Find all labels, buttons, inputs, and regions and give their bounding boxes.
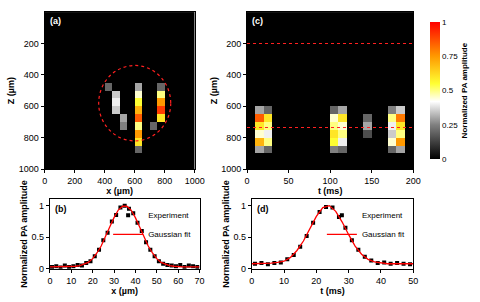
svg-text:800: 800	[226, 133, 241, 143]
svg-text:1: 1	[241, 201, 246, 211]
svg-text:0: 0	[442, 155, 447, 164]
svg-text:200: 200	[67, 176, 82, 186]
svg-text:0: 0	[249, 276, 254, 286]
svg-text:(a): (a)	[50, 16, 61, 26]
svg-text:0.75: 0.75	[442, 52, 458, 61]
svg-text:Z (µm): Z (µm)	[209, 77, 219, 104]
svg-text:1: 1	[442, 18, 447, 27]
svg-text:1: 1	[39, 201, 44, 211]
svg-text:1000: 1000	[19, 164, 39, 174]
svg-text:0.25: 0.25	[442, 121, 458, 130]
svg-text:70: 70	[194, 276, 204, 286]
svg-text:0.5: 0.5	[442, 86, 454, 95]
svg-text:1000: 1000	[221, 164, 241, 174]
svg-text:0: 0	[39, 264, 44, 274]
svg-text:40: 40	[376, 276, 386, 286]
svg-text:400: 400	[226, 70, 241, 80]
svg-text:Normalized PA amplitude: Normalized PA amplitude	[19, 180, 29, 288]
svg-text:x (µm): x (µm)	[106, 186, 133, 196]
svg-text:800: 800	[157, 176, 172, 186]
svg-text:1000: 1000	[185, 176, 205, 186]
svg-text:20: 20	[311, 276, 321, 286]
svg-text:600: 600	[127, 176, 142, 186]
svg-text:Z (µm): Z (µm)	[6, 77, 16, 104]
svg-text:10: 10	[279, 276, 289, 286]
svg-text:400: 400	[24, 70, 39, 80]
svg-text:600: 600	[226, 101, 241, 111]
svg-text:20: 20	[88, 276, 98, 286]
svg-text:(b): (b)	[55, 204, 67, 214]
svg-text:30: 30	[344, 276, 354, 286]
svg-text:0.5: 0.5	[32, 232, 45, 242]
svg-text:40: 40	[130, 276, 140, 286]
svg-text:Gaussian fit: Gaussian fit	[362, 230, 405, 239]
svg-text:400: 400	[97, 176, 112, 186]
svg-text:t (ms): t (ms)	[320, 286, 345, 296]
svg-text:0: 0	[47, 276, 52, 286]
svg-text:Gaussian fit: Gaussian fit	[148, 230, 191, 239]
svg-text:50: 50	[284, 176, 294, 186]
svg-text:200: 200	[226, 39, 241, 49]
svg-text:Experiment: Experiment	[362, 211, 403, 220]
svg-text:0: 0	[42, 176, 47, 186]
svg-text:200: 200	[24, 39, 39, 49]
svg-text:100: 100	[323, 176, 338, 186]
svg-text:600: 600	[24, 101, 39, 111]
svg-text:t (ms): t (ms)	[318, 186, 343, 196]
svg-text:Experiment: Experiment	[148, 211, 189, 220]
svg-text:(c): (c)	[252, 16, 263, 26]
svg-text:50: 50	[152, 276, 162, 286]
svg-text:200: 200	[406, 176, 421, 186]
svg-text:800: 800	[24, 133, 39, 143]
svg-text:x (µm): x (µm)	[111, 286, 138, 296]
svg-text:0.5: 0.5	[233, 232, 246, 242]
svg-text:60: 60	[173, 276, 183, 286]
svg-text:50: 50	[408, 276, 418, 286]
svg-text:30: 30	[109, 276, 119, 286]
svg-text:0: 0	[244, 176, 249, 186]
svg-text:Normalized PA amplitude: Normalized PA amplitude	[460, 42, 469, 138]
svg-text:150: 150	[364, 176, 379, 186]
svg-text:10: 10	[66, 276, 76, 286]
svg-text:0: 0	[241, 264, 246, 274]
svg-text:Normalized PA amplitude: Normalized PA amplitude	[221, 180, 231, 288]
svg-text:(d): (d)	[257, 204, 269, 214]
